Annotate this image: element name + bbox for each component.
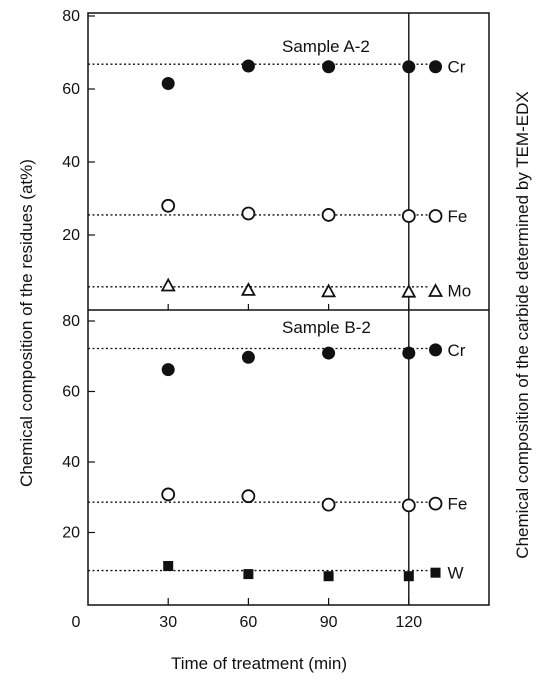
series-label-cr: Cr (448, 58, 466, 77)
point-cr (322, 60, 336, 74)
reference-lines (88, 63, 431, 572)
point-mo (240, 282, 256, 296)
y-tick-label: 60 (62, 81, 80, 98)
panel-title-b: Sample B-2 (282, 318, 371, 337)
data-points: Cr Fe Mo Cr Fe W (160, 58, 472, 583)
point-fe (428, 209, 443, 223)
point-w (323, 571, 334, 582)
point-cr (429, 343, 443, 357)
y-tick-label: 60 (62, 384, 80, 401)
point-fe (241, 206, 256, 221)
x-tick-label: 90 (320, 614, 338, 631)
y-tick-label: 40 (62, 454, 80, 471)
point-cr (161, 363, 175, 377)
point-cr (161, 77, 175, 91)
chart-frames (87, 12, 490, 606)
plot-frame (87, 12, 490, 606)
y-axis-label-right: Chemical composition of the carbide dete… (513, 91, 532, 558)
series-label-fe: Fe (448, 495, 468, 514)
y-tick-label: 80 (62, 8, 80, 25)
y-axis-label-left: Chemical composition of the residues (at… (17, 159, 36, 487)
x-tick-label: 60 (240, 614, 258, 631)
point-mo (401, 283, 417, 298)
x-tick-label: 0 (72, 614, 81, 631)
point-cr (402, 346, 416, 360)
point-w (243, 569, 254, 580)
series-label-fe: Fe (448, 207, 468, 226)
y-tick-label: 40 (62, 154, 80, 171)
y-tick-label: 20 (62, 227, 80, 244)
point-fe (428, 496, 443, 511)
point-w (403, 571, 414, 582)
series-label-w: W (448, 564, 464, 583)
point-fe (321, 497, 336, 512)
chart-axes: 0 30 60 90 120 20 40 60 80 20 40 60 80 (62, 8, 422, 631)
point-fe (241, 489, 256, 504)
point-cr (241, 59, 255, 73)
panel-title-a: Sample A-2 (282, 37, 370, 56)
point-mo (160, 277, 176, 292)
point-fe (161, 487, 176, 502)
y-tick-label: 80 (62, 313, 80, 330)
series-label-cr: Cr (448, 341, 466, 360)
y-tick-label: 20 (62, 525, 80, 542)
point-cr (322, 346, 336, 360)
x-tick-label: 30 (159, 614, 177, 631)
chart-labels: Sample A-2 Sample B-2 Time of treatment … (17, 37, 532, 673)
point-cr (241, 350, 255, 364)
point-fe (321, 208, 336, 222)
point-w (430, 567, 441, 578)
point-mo (321, 283, 337, 298)
series-label-mo: Mo (448, 281, 472, 300)
x-axis-label: Time of treatment (min) (171, 654, 347, 673)
point-w (163, 560, 174, 571)
point-fe (401, 498, 416, 513)
point-mo (428, 283, 444, 297)
point-fe (401, 209, 416, 223)
point-fe (161, 198, 176, 213)
point-cr (402, 60, 416, 74)
point-cr (429, 60, 443, 74)
x-tick-label: 120 (395, 614, 422, 631)
